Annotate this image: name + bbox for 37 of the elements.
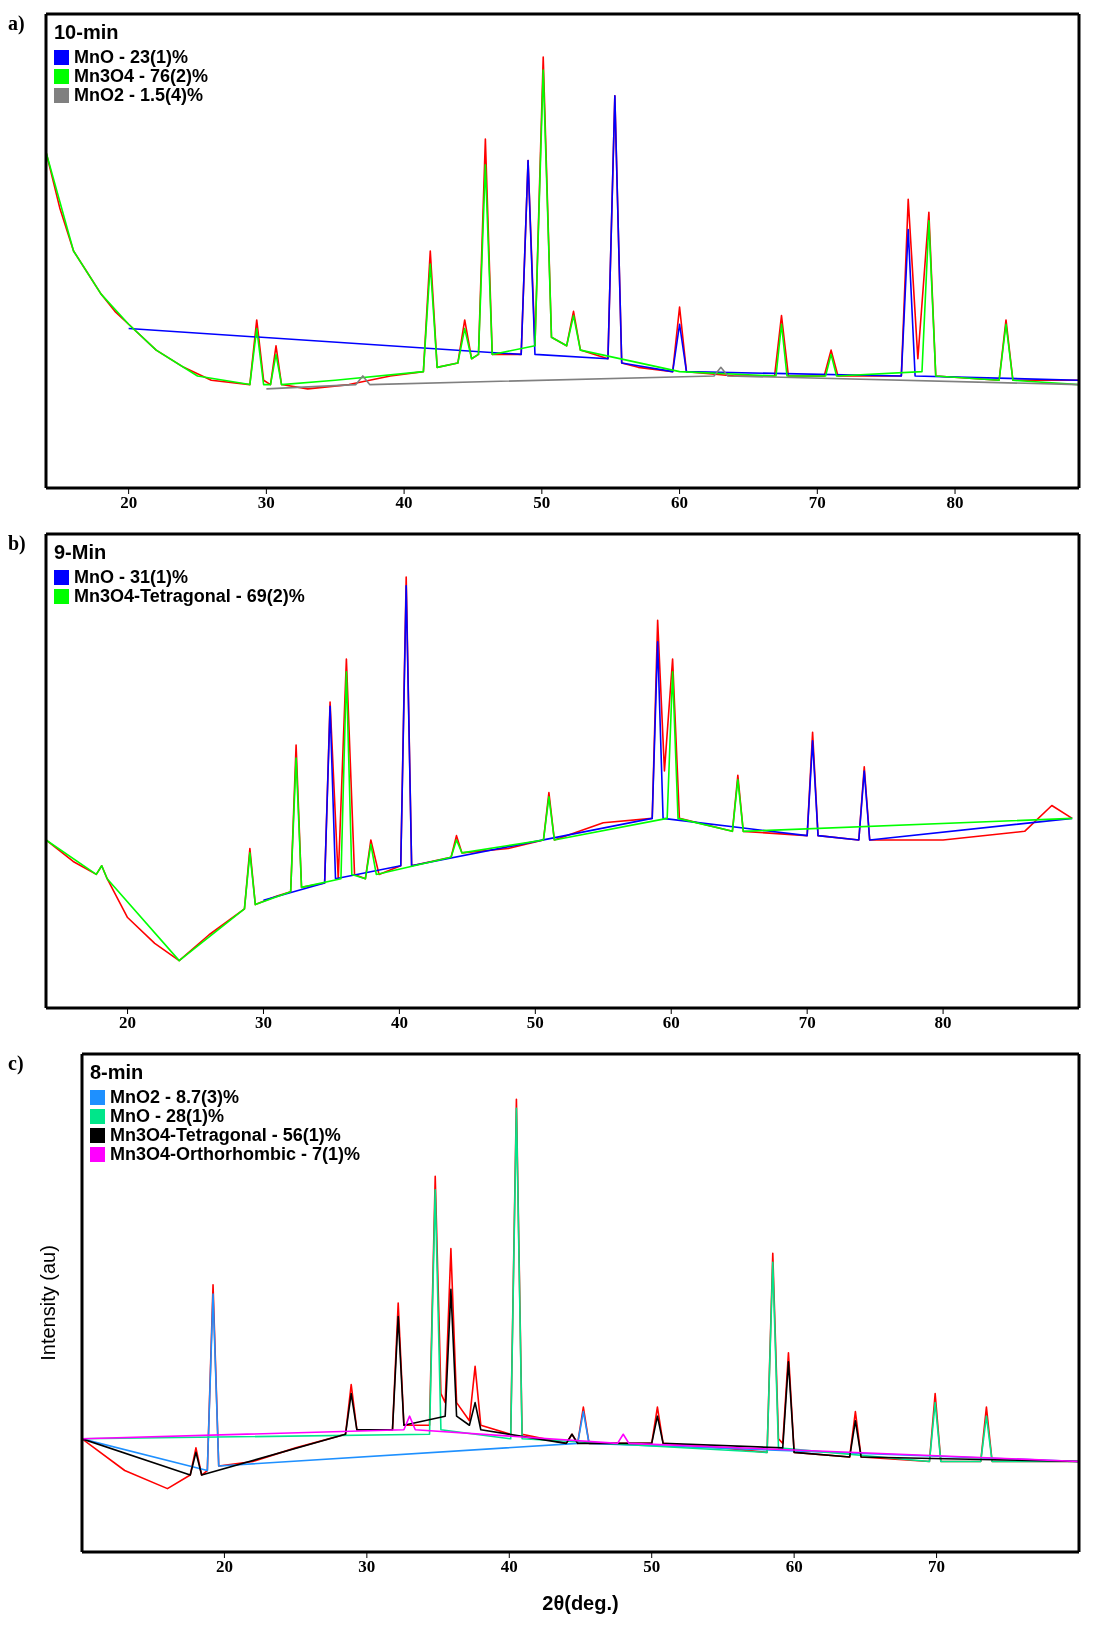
x-tick-label: 40 bbox=[395, 493, 413, 513]
legend-label: Mn3O4-Tetragonal - 56(1)% bbox=[110, 1125, 341, 1146]
legend-label: Mn3O4 - 76(2)% bbox=[74, 66, 209, 87]
x-tick-label: 70 bbox=[808, 493, 826, 513]
x-tick-label: 60 bbox=[671, 493, 689, 513]
text: b) bbox=[8, 532, 26, 555]
legend-label: MnO2 - 1.5(4)% bbox=[74, 85, 204, 106]
x-tick-label: 40 bbox=[500, 1557, 518, 1577]
chart-title: 9-Min bbox=[54, 540, 107, 564]
x-tick-label: 20 bbox=[215, 1557, 233, 1577]
legend-label: MnO - 23(1)% bbox=[74, 47, 189, 68]
x-tick-label: 80 bbox=[946, 493, 964, 513]
x-tick-label: 80 bbox=[934, 1013, 952, 1033]
x-tick-label: 40 bbox=[390, 1013, 408, 1033]
x-axis-title: 2θ(deg.) bbox=[542, 1592, 619, 1614]
x-tick-label: 30 bbox=[254, 1013, 272, 1033]
text: a) bbox=[8, 12, 25, 35]
x-tick-label: 60 bbox=[785, 1557, 803, 1577]
x-tick-label: 20 bbox=[119, 1013, 137, 1033]
chart-title: 10-min bbox=[54, 20, 119, 44]
x-tick-label: 30 bbox=[257, 493, 275, 513]
x-tick-label: 70 bbox=[798, 1013, 816, 1033]
legend-label: Mn3O4-Orthorhombic - 7(1)% bbox=[110, 1144, 361, 1165]
chart-title: 8-min bbox=[90, 1060, 144, 1084]
legend-label: MnO - 31(1)% bbox=[74, 567, 189, 588]
text: c) bbox=[8, 1052, 24, 1075]
x-tick-label: 70 bbox=[928, 1557, 946, 1577]
legend-label: MnO - 28(1)% bbox=[110, 1106, 224, 1127]
x-tick-label: 20 bbox=[120, 493, 138, 513]
x-tick-label: 50 bbox=[526, 1013, 544, 1033]
x-tick-label: 50 bbox=[643, 1557, 661, 1577]
x-tick-label: 30 bbox=[358, 1557, 376, 1577]
y-axis-title: Intensity (au) bbox=[37, 1245, 60, 1361]
legend-label: Mn3O4-Tetragonal - 69(2)% bbox=[74, 586, 305, 607]
x-tick-label: 60 bbox=[662, 1013, 680, 1033]
legend-label: MnO2 - 8.7(3)% bbox=[110, 1087, 240, 1108]
x-tick-label: 50 bbox=[533, 493, 551, 513]
